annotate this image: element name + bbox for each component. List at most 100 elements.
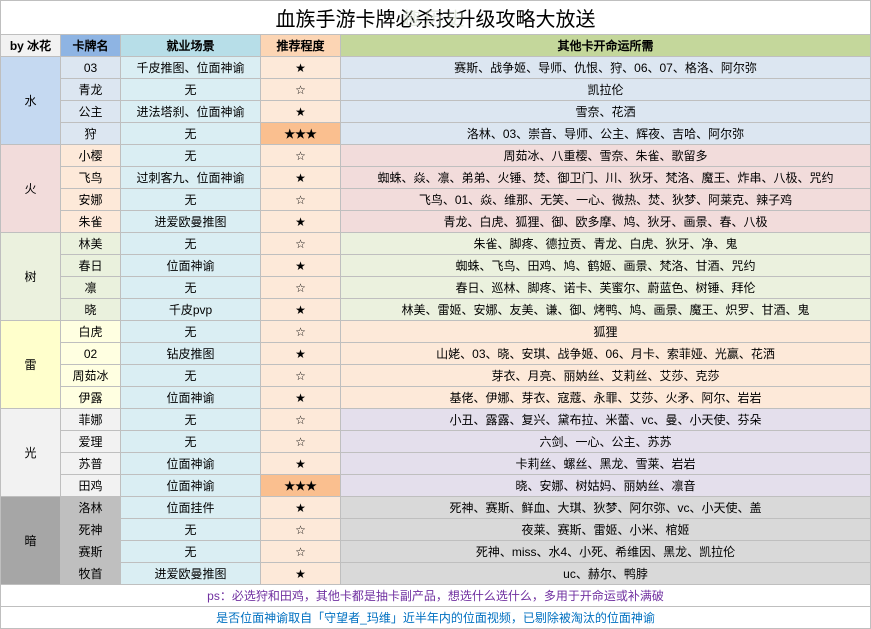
footnote: 是否位面神谕取自「守望者_玛维」近半年内的位面视频，已剔除被淘汰的位面神谕	[1, 607, 871, 629]
scene-cell: 千皮推图、位面神谕	[121, 57, 261, 79]
scene-cell: 无	[121, 79, 261, 101]
rec-cell: ★★★	[261, 123, 341, 145]
other-cell: 洛林、03、崇音、导师、公主、辉夜、吉哈、阿尔弥	[341, 123, 871, 145]
card-name: 菲娜	[61, 409, 121, 431]
scene-cell: 进爱欧曼推图	[121, 211, 261, 233]
rec-cell: ★	[261, 167, 341, 189]
scene-cell: 无	[121, 123, 261, 145]
rec-cell: ☆	[261, 321, 341, 343]
scene-cell: 进爱欧曼推图	[121, 563, 261, 585]
other-cell: 小丑、露露、复兴、黛布拉、米蕾、vc、曼、小天使、芬朵	[341, 409, 871, 431]
other-cell: uc、赫尔、鸭脖	[341, 563, 871, 585]
card-name: 死神	[61, 519, 121, 541]
scene-cell: 位面神谕	[121, 475, 261, 497]
rec-cell: ☆	[261, 519, 341, 541]
element-cell: 火	[1, 145, 61, 233]
other-cell: 朱雀、脚疼、德拉贡、青龙、白虎、狄牙、净、鬼	[341, 233, 871, 255]
strategy-table: 趣历史血族手游卡牌必杀技升级攻略大放送by 冰花卡牌名就业场景推荐程度其他卡开命…	[0, 0, 871, 629]
element-cell: 光	[1, 409, 61, 497]
card-name: 公主	[61, 101, 121, 123]
card-name: 春日	[61, 255, 121, 277]
other-cell: 林美、雷姬、安娜、友美、谦、御、烤鸭、鸠、画景、魔王、炽罗、甘酒、鬼	[341, 299, 871, 321]
scene-cell: 无	[121, 277, 261, 299]
element-cell: 暗	[1, 497, 61, 585]
rec-cell: ☆	[261, 541, 341, 563]
element-cell: 雷	[1, 321, 61, 409]
card-name: 赛斯	[61, 541, 121, 563]
rec-cell: ★★★	[261, 475, 341, 497]
other-cell: 夜莱、赛斯、雷姬、小米、棺姬	[341, 519, 871, 541]
rec-cell: ★	[261, 101, 341, 123]
rec-cell: ★	[261, 211, 341, 233]
scene-cell: 无	[121, 365, 261, 387]
title-text: 血族手游卡牌必杀技升级攻略大放送	[276, 9, 596, 31]
card-name: 02	[61, 343, 121, 365]
rec-cell: ☆	[261, 277, 341, 299]
scene-cell: 位面神谕	[121, 387, 261, 409]
other-cell: 飞鸟、01、焱、维那、无笑、一心、微热、焚、狄梦、阿莱克、辣子鸡	[341, 189, 871, 211]
other-cell: 卡莉丝、螺丝、黑龙、雪莱、岩岩	[341, 453, 871, 475]
rec-cell: ☆	[261, 365, 341, 387]
rec-cell: ★	[261, 387, 341, 409]
card-name: 苏普	[61, 453, 121, 475]
card-name: 牧首	[61, 563, 121, 585]
card-name: 03	[61, 57, 121, 79]
rec-cell: ★	[261, 563, 341, 585]
rec-cell: ☆	[261, 409, 341, 431]
other-cell: 芽衣、月亮、丽妠丝、艾莉丝、艾莎、克莎	[341, 365, 871, 387]
card-name: 青龙	[61, 79, 121, 101]
rec-cell: ☆	[261, 431, 341, 453]
card-name: 爱理	[61, 431, 121, 453]
card-name: 安娜	[61, 189, 121, 211]
card-name: 林美	[61, 233, 121, 255]
other-cell: 雪奈、花洒	[341, 101, 871, 123]
scene-cell: 钻皮推图	[121, 343, 261, 365]
other-cell: 青龙、白虎、狐狸、御、欧多摩、鸠、狄牙、画景、春、八极	[341, 211, 871, 233]
card-name: 白虎	[61, 321, 121, 343]
other-cell: 周茹冰、八重樱、雪奈、朱雀、歌留多	[341, 145, 871, 167]
rec-cell: ★	[261, 453, 341, 475]
card-name: 狩	[61, 123, 121, 145]
card-name: 小樱	[61, 145, 121, 167]
card-name: 田鸡	[61, 475, 121, 497]
scene-cell: 进法塔刹、位面神谕	[121, 101, 261, 123]
scene-cell: 无	[121, 541, 261, 563]
rec-cell: ☆	[261, 189, 341, 211]
scene-cell: 无	[121, 519, 261, 541]
other-cell: 蜘蛛、焱、凛、弟弟、火锤、焚、御卫门、川、狄牙、梵洛、魔王、炸串、八极、咒约	[341, 167, 871, 189]
page-title: 趣历史血族手游卡牌必杀技升级攻略大放送	[1, 1, 871, 35]
card-name: 飞鸟	[61, 167, 121, 189]
card-name: 朱雀	[61, 211, 121, 233]
scene-cell: 无	[121, 409, 261, 431]
rec-cell: ★	[261, 343, 341, 365]
card-name: 伊露	[61, 387, 121, 409]
card-name: 周茹冰	[61, 365, 121, 387]
scene-cell: 过刺客九、位面神谕	[121, 167, 261, 189]
scene-cell: 无	[121, 145, 261, 167]
rec-cell: ☆	[261, 145, 341, 167]
other-cell: 基佬、伊娜、芽衣、寇蔻、永罪、艾莎、火矛、阿尔、岩岩	[341, 387, 871, 409]
other-cell: 死神、miss、水4、小死、希维因、黑龙、凯拉伦	[341, 541, 871, 563]
other-cell: 赛斯、战争姬、导师、仇恨、狩、06、07、格洛、阿尔弥	[341, 57, 871, 79]
header-card: 卡牌名	[61, 35, 121, 57]
other-cell: 凯拉伦	[341, 79, 871, 101]
other-cell: 狐狸	[341, 321, 871, 343]
header-rec: 推荐程度	[261, 35, 341, 57]
scene-cell: 位面神谕	[121, 255, 261, 277]
scene-cell: 无	[121, 431, 261, 453]
header-scene: 就业场景	[121, 35, 261, 57]
rec-cell: ★	[261, 255, 341, 277]
element-cell: 水	[1, 57, 61, 145]
scene-cell: 无	[121, 321, 261, 343]
header-other: 其他卡开命运所需	[341, 35, 871, 57]
rec-cell: ★	[261, 299, 341, 321]
other-cell: 晓、安娜、树姑妈、丽妠丝、凛音	[341, 475, 871, 497]
scene-cell: 无	[121, 233, 261, 255]
scene-cell: 位面神谕	[121, 453, 261, 475]
element-cell: 树	[1, 233, 61, 321]
card-name: 凛	[61, 277, 121, 299]
other-cell: 山姥、03、晓、安琪、战争姬、06、月卡、索菲娅、光赢、花洒	[341, 343, 871, 365]
footnote: ps：必选狩和田鸡，其他卡都是抽卡副产品，想选什么选什么，多用于开命运或补满破	[1, 585, 871, 607]
rec-cell: ☆	[261, 79, 341, 101]
other-cell: 蜘蛛、飞鸟、田鸡、鸠、鹤姬、画景、梵洛、甘酒、咒约	[341, 255, 871, 277]
